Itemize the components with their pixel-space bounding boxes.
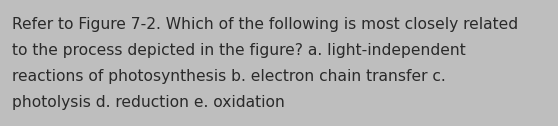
Text: to the process depicted in the figure? a. light-independent: to the process depicted in the figure? a…	[12, 43, 466, 58]
Text: Refer to Figure 7-2. Which of the following is most closely related: Refer to Figure 7-2. Which of the follow…	[12, 17, 518, 32]
Text: reactions of photosynthesis b. electron chain transfer c.: reactions of photosynthesis b. electron …	[12, 69, 446, 84]
Text: photolysis d. reduction e. oxidation: photolysis d. reduction e. oxidation	[12, 95, 285, 110]
